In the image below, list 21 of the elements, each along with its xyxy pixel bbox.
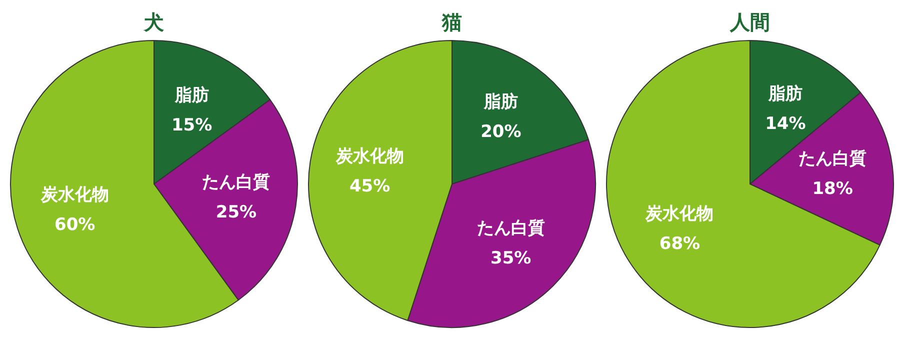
slice-label: 脂肪: [482, 92, 518, 112]
data-label: 20%: [480, 122, 522, 142]
data-label: 35%: [490, 248, 532, 268]
slice-label: 脂肪: [174, 85, 209, 106]
slice-label: 炭水化物: [334, 146, 404, 166]
slice-label: 炭水化物: [644, 204, 714, 224]
chart-title: 犬: [144, 9, 164, 36]
data-label: 14%: [765, 114, 806, 134]
chart-title: 猫: [442, 9, 462, 36]
data-label: 45%: [349, 176, 390, 196]
data-label: 25%: [216, 202, 257, 222]
data-label: 15%: [171, 115, 212, 136]
slice-label: たん白質: [202, 172, 270, 192]
slice-label: 脂肪: [767, 84, 802, 104]
slice-label: 炭水化物: [40, 185, 109, 206]
chart-title: 人間: [730, 9, 770, 36]
data-label: 60%: [54, 215, 96, 236]
data-label: 68%: [659, 234, 700, 254]
data-label: 18%: [812, 178, 853, 199]
slice-label: たん白質: [798, 148, 867, 169]
slice-label: たん白質: [476, 218, 545, 238]
